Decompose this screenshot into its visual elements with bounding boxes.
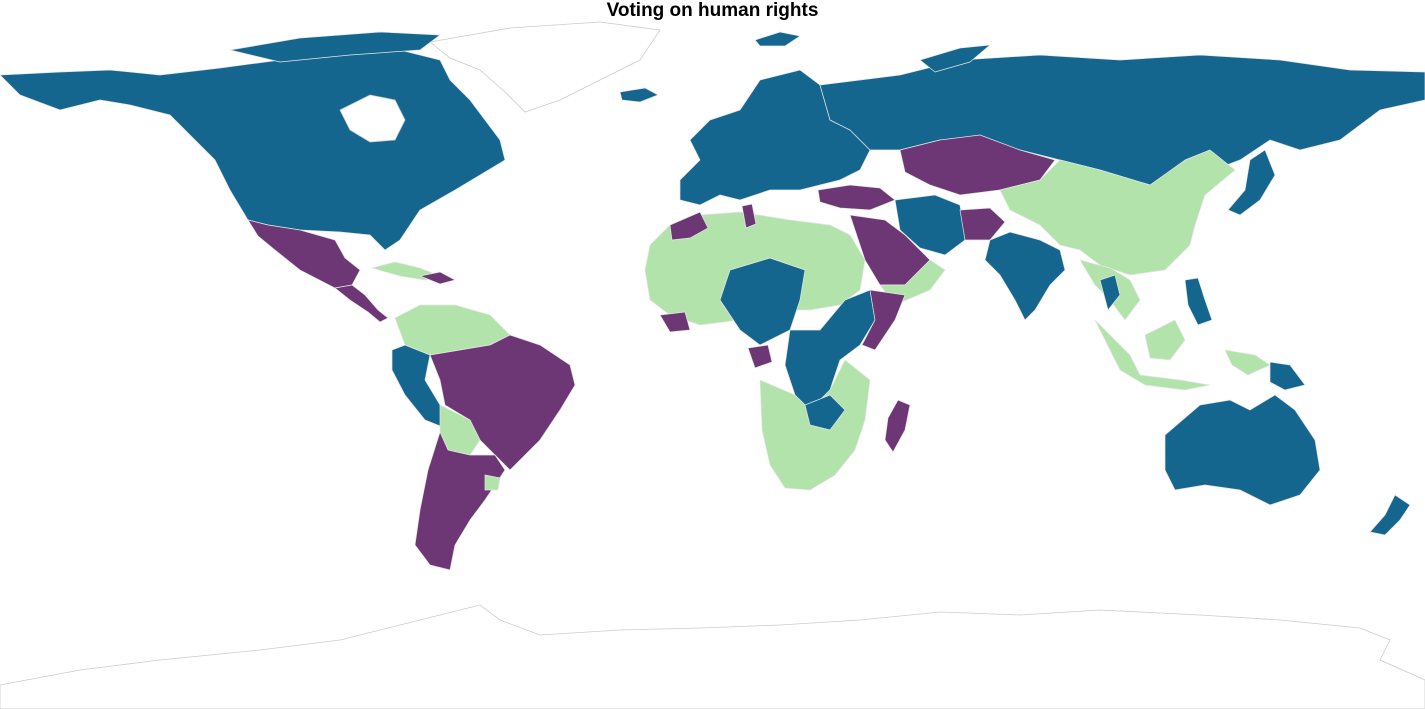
region-borneo: [1144, 319, 1186, 361]
region-somalia: [861, 289, 906, 351]
region-morocco: [669, 211, 709, 241]
region-west-africa-purple: [659, 311, 691, 333]
region-uruguay: [484, 474, 501, 491]
region-hispaniola: [419, 271, 456, 285]
region-mongolia-china: [999, 149, 1236, 276]
region-canadian-islands: [229, 31, 441, 63]
region-antarctica: [0, 604, 1425, 709]
region-turkey: [817, 184, 896, 211]
region-philippines: [1184, 277, 1213, 326]
region-zambia: [804, 394, 846, 431]
region-tunisia: [741, 203, 757, 229]
region-india: [984, 231, 1066, 321]
region-thailand: [1099, 274, 1121, 311]
region-papua-new-guinea: [1269, 361, 1306, 391]
region-japan: [1227, 149, 1276, 216]
region-mexico: [247, 219, 361, 289]
region-hudson-bay: [339, 94, 406, 143]
region-indonesia: [1094, 319, 1211, 391]
region-iceland: [619, 87, 659, 103]
region-australia: [1164, 394, 1321, 506]
region-novaya-zemlya: [919, 44, 991, 73]
region-argentina-chile: [414, 431, 506, 571]
region-gabon: [747, 344, 773, 369]
region-brazil: [429, 334, 576, 471]
map-title: Voting on human rights: [606, 0, 819, 21]
region-svalbard: [754, 31, 801, 47]
region-afghanistan: [959, 207, 1006, 241]
region-iran: [894, 194, 966, 256]
region-east-africa: [784, 289, 876, 411]
region-new-zealand: [1369, 494, 1411, 536]
region-central-america: [334, 284, 389, 323]
region-madagascar: [884, 399, 911, 453]
region-new-guinea-west: [1224, 349, 1271, 376]
region-north-america: [0, 49, 506, 251]
region-greenland: [429, 21, 661, 113]
